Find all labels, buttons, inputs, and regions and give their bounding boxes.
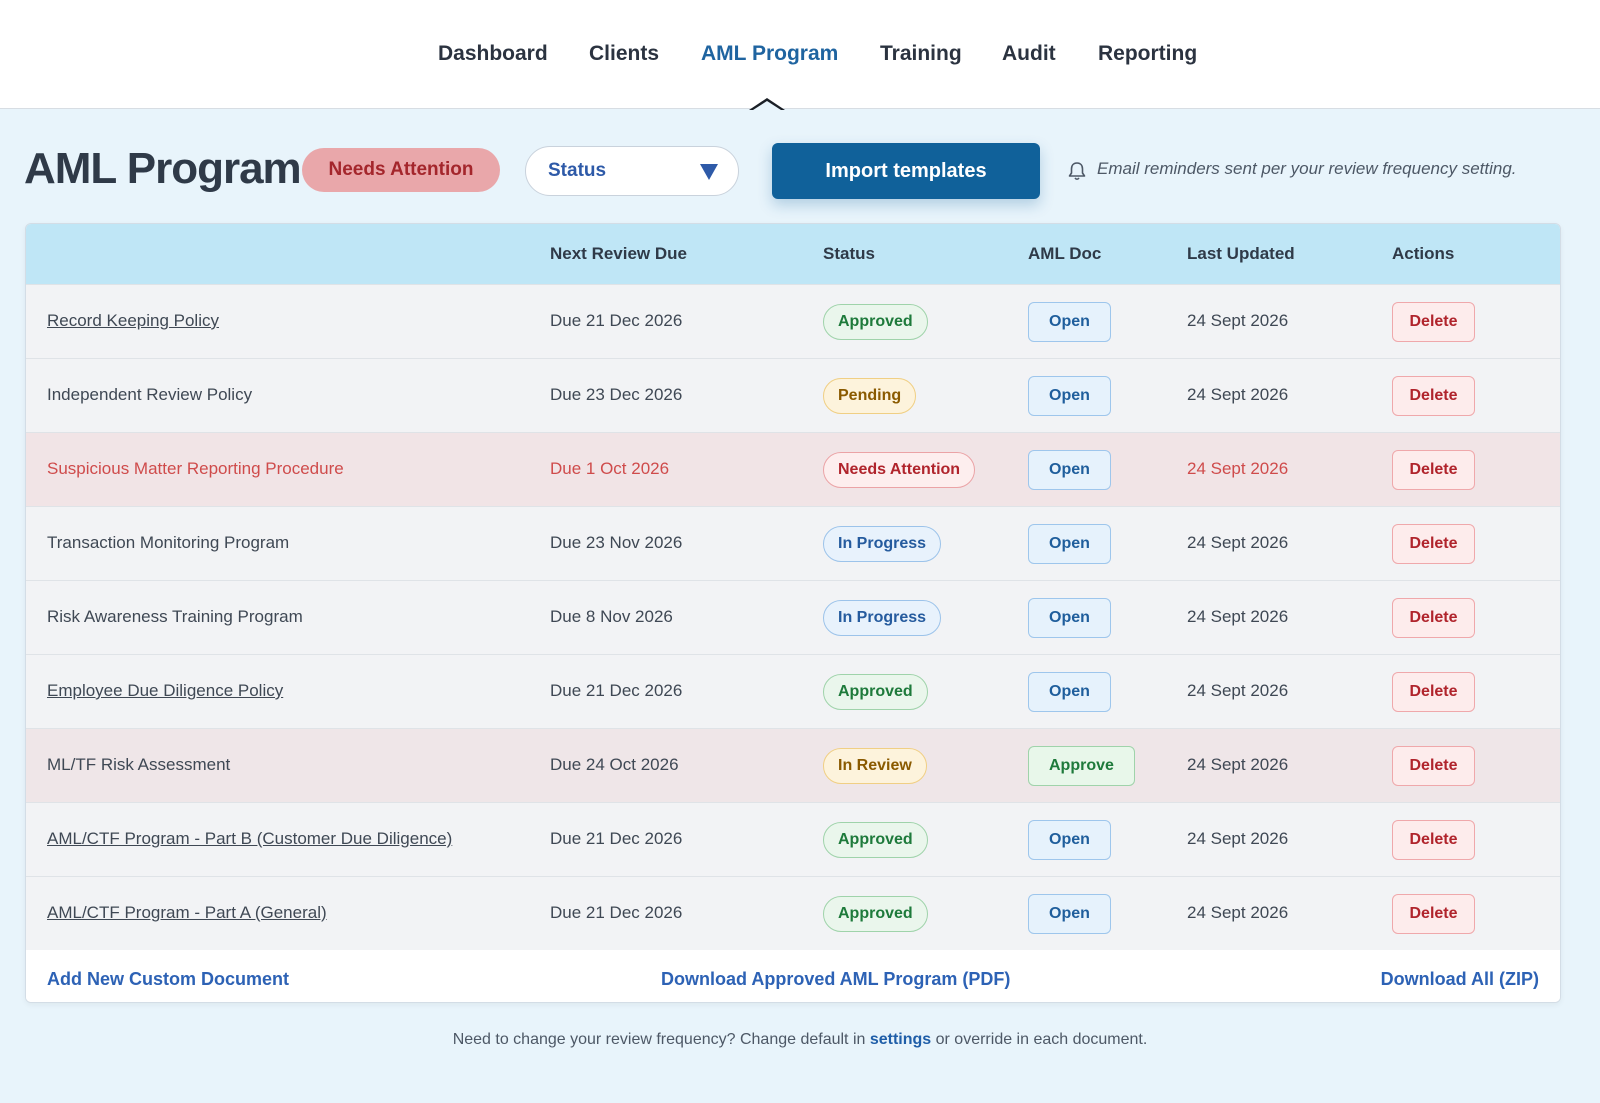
- download-pdf-link[interactable]: Download Approved AML Program (PDF): [661, 969, 1011, 989]
- document-name: Independent Review Policy: [47, 385, 253, 404]
- page-title: AML Program: [24, 144, 302, 193]
- last-updated: 24 Sept 2026: [1187, 681, 1289, 700]
- next-review-due: Due 1 Oct 2026: [550, 459, 670, 478]
- next-review-due: Due 21 Dec 2026: [550, 829, 683, 848]
- column-header-actions: Actions: [1392, 244, 1455, 263]
- nav-item-training[interactable]: Training: [880, 42, 962, 65]
- nav-item-clients[interactable]: Clients: [589, 42, 660, 65]
- table-row: AML/CTF Program - Part A (General) Due 21…: [26, 876, 1560, 950]
- status-badge: In Progress: [823, 600, 942, 636]
- status-filter-select[interactable]: Status: [525, 146, 739, 196]
- document-name-link[interactable]: Employee Due Diligence Policy: [47, 681, 284, 700]
- active-nav-caret-icon: [749, 98, 785, 110]
- document-name: Risk Awareness Training Program: [47, 607, 303, 626]
- table-footer: Add New Custom Document Download Approve…: [26, 950, 1560, 1002]
- nav-item-aml-program[interactable]: AML Program: [701, 42, 839, 65]
- document-name: Transaction Monitoring Program: [47, 533, 290, 552]
- last-updated: 24 Sept 2026: [1187, 829, 1289, 848]
- delete-button[interactable]: Delete: [1392, 524, 1475, 564]
- status-badge: Approved: [823, 304, 928, 340]
- note-text-after: or override in each document.: [931, 1031, 1148, 1048]
- nav-item-reporting[interactable]: Reporting: [1098, 42, 1198, 65]
- column-header-aml-doc: AML Doc: [1028, 244, 1102, 263]
- next-review-due: Due 21 Dec 2026: [550, 681, 683, 700]
- table-row: Suspicious Matter Reporting Procedure Due…: [26, 432, 1560, 506]
- triangle-down-icon: [700, 164, 718, 180]
- next-review-due: Due 24 Oct 2026: [550, 755, 679, 774]
- reminder-note: Email reminders sent per your review fre…: [1097, 159, 1517, 178]
- open-doc-button[interactable]: Open: [1028, 894, 1111, 934]
- open-doc-button[interactable]: Open: [1028, 672, 1111, 712]
- next-review-due: Due 23 Dec 2026: [550, 385, 683, 404]
- delete-button[interactable]: Delete: [1392, 894, 1475, 934]
- delete-button[interactable]: Delete: [1392, 672, 1475, 712]
- status-badge: In Review: [823, 748, 927, 784]
- import-templates-button[interactable]: Import templates: [772, 143, 1040, 199]
- top-navigation: Dashboard Clients AML Program Training A…: [0, 0, 1600, 110]
- last-updated: 24 Sept 2026: [1187, 533, 1289, 552]
- status-badge: Approved: [823, 822, 928, 858]
- nav-links: Dashboard Clients AML Program Training A…: [0, 42, 1600, 72]
- open-doc-button[interactable]: Open: [1028, 376, 1111, 416]
- status-badge: Pending: [823, 378, 917, 414]
- open-doc-button[interactable]: Open: [1028, 598, 1111, 638]
- next-review-due: Due 8 Nov 2026: [550, 607, 673, 626]
- settings-link[interactable]: settings: [869, 1031, 932, 1048]
- table-row: AML/CTF Program - Part B (Customer Due D…: [26, 802, 1560, 876]
- document-name: Suspicious Matter Reporting Procedure: [47, 459, 344, 478]
- table-row: Risk Awareness Training Program Due 8 Nov…: [26, 580, 1560, 654]
- table-header: Next Review Due Status AML Doc Last Upda…: [26, 224, 1560, 284]
- delete-button[interactable]: Delete: [1392, 598, 1475, 638]
- last-updated: 24 Sept 2026: [1187, 385, 1289, 404]
- table-row: Record Keeping Policy Due 21 Dec 2026 Appr…: [26, 284, 1560, 358]
- table-row: Independent Review Policy Due 23 Dec 2026…: [26, 358, 1560, 432]
- aml-documents-table: Next Review Due Status AML Doc Last Upda…: [25, 223, 1561, 1003]
- delete-button[interactable]: Delete: [1392, 376, 1475, 416]
- review-frequency-note: Need to change your review frequency? Ch…: [0, 1031, 1600, 1049]
- last-updated: 24 Sept 2026: [1187, 459, 1289, 478]
- document-name-link[interactable]: AML/CTF Program - Part A (General): [47, 903, 327, 922]
- status-badge: Needs Attention: [823, 452, 976, 488]
- column-header-last-updated: Last Updated: [1187, 244, 1295, 263]
- table-row: Employee Due Diligence Policy Due 21 Dec …: [26, 654, 1560, 728]
- last-updated: 24 Sept 2026: [1187, 903, 1289, 922]
- status-badge: Approved: [823, 674, 928, 710]
- column-header-next-review: Next Review Due: [550, 244, 687, 263]
- next-review-due: Due 21 Dec 2026: [550, 903, 683, 922]
- nav-item-audit[interactable]: Audit: [1002, 42, 1056, 65]
- column-header-status: Status: [823, 244, 875, 263]
- delete-button[interactable]: Delete: [1392, 450, 1475, 490]
- last-updated: 24 Sept 2026: [1187, 311, 1289, 330]
- delete-button[interactable]: Delete: [1392, 820, 1475, 860]
- next-review-due: Due 23 Nov 2026: [550, 533, 683, 552]
- nav-item-dashboard[interactable]: Dashboard: [438, 42, 548, 65]
- document-name-link[interactable]: Record Keeping Policy: [47, 311, 219, 330]
- next-review-due: Due 21 Dec 2026: [550, 311, 683, 330]
- table-row: ML/TF Risk Assessment Due 24 Oct 2026 In R…: [26, 728, 1560, 802]
- table-row: Transaction Monitoring Program Due 23 Nov…: [26, 506, 1560, 580]
- status-badge: In Progress: [823, 526, 942, 562]
- open-doc-button[interactable]: Open: [1028, 302, 1111, 342]
- open-doc-button[interactable]: Open: [1028, 524, 1111, 564]
- open-doc-button[interactable]: Open: [1028, 820, 1111, 860]
- delete-button[interactable]: Delete: [1392, 746, 1475, 786]
- status-filter-label: Status: [548, 160, 607, 181]
- open-doc-button[interactable]: Open: [1028, 450, 1111, 490]
- program-status-pill: Needs Attention: [302, 148, 500, 192]
- document-name-link[interactable]: AML/CTF Program - Part B (Customer Due D…: [47, 829, 453, 848]
- last-updated: 24 Sept 2026: [1187, 755, 1289, 774]
- add-custom-document-link[interactable]: Add New Custom Document: [47, 969, 290, 989]
- bell-icon: [1068, 162, 1086, 181]
- last-updated: 24 Sept 2026: [1187, 607, 1289, 626]
- status-badge: Approved: [823, 896, 928, 932]
- document-name: ML/TF Risk Assessment: [47, 755, 231, 774]
- approve-button[interactable]: Approve: [1028, 746, 1135, 786]
- download-zip-link[interactable]: Download All (ZIP): [1380, 969, 1539, 989]
- delete-button[interactable]: Delete: [1392, 302, 1475, 342]
- note-text-before: Need to change your review frequency? Ch…: [452, 1031, 870, 1048]
